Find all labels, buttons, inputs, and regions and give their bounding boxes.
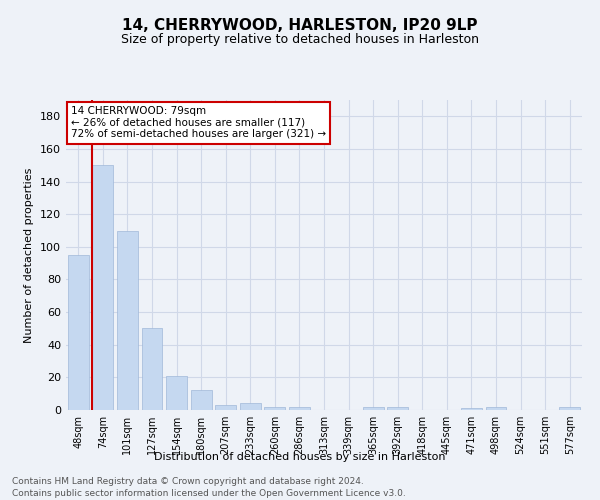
Text: 14, CHERRYWOOD, HARLESTON, IP20 9LP: 14, CHERRYWOOD, HARLESTON, IP20 9LP <box>122 18 478 32</box>
Bar <box>485 406 506 410</box>
Text: Contains public sector information licensed under the Open Government Licence v3: Contains public sector information licen… <box>12 489 406 498</box>
Bar <box>387 406 408 410</box>
Bar <box>68 255 89 410</box>
Bar <box>362 406 383 410</box>
Bar <box>461 408 482 410</box>
Bar <box>559 406 580 410</box>
Bar <box>265 406 286 410</box>
Y-axis label: Number of detached properties: Number of detached properties <box>25 168 34 342</box>
Text: Contains HM Land Registry data © Crown copyright and database right 2024.: Contains HM Land Registry data © Crown c… <box>12 478 364 486</box>
Bar <box>191 390 212 410</box>
Bar <box>289 406 310 410</box>
Bar <box>215 405 236 410</box>
Bar <box>240 404 261 410</box>
Bar <box>142 328 163 410</box>
Bar <box>166 376 187 410</box>
Text: Distribution of detached houses by size in Harleston: Distribution of detached houses by size … <box>154 452 446 462</box>
Text: 14 CHERRYWOOD: 79sqm
← 26% of detached houses are smaller (117)
72% of semi-deta: 14 CHERRYWOOD: 79sqm ← 26% of detached h… <box>71 106 326 140</box>
Bar <box>117 230 138 410</box>
Bar <box>92 166 113 410</box>
Text: Size of property relative to detached houses in Harleston: Size of property relative to detached ho… <box>121 32 479 46</box>
